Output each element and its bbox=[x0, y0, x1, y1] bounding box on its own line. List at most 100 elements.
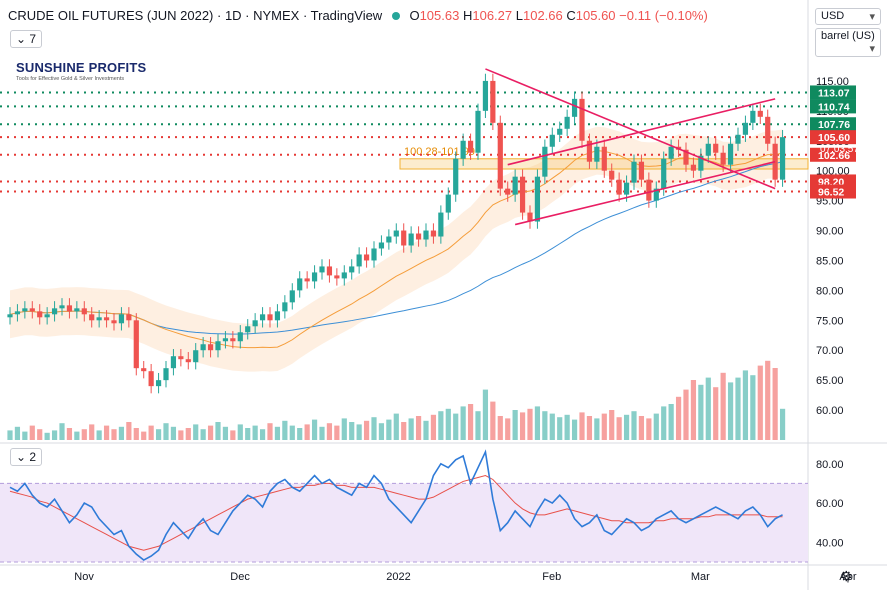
candle-body bbox=[594, 146, 600, 162]
volume-bar bbox=[319, 426, 325, 440]
volume-bar bbox=[683, 389, 689, 440]
candle-body bbox=[29, 308, 35, 312]
candle-body bbox=[430, 230, 437, 237]
candle-body bbox=[252, 320, 258, 327]
candle-body bbox=[661, 158, 667, 189]
volume-bar bbox=[74, 431, 80, 440]
level-badge bbox=[810, 117, 856, 132]
rsi-tick-label: 80.00 bbox=[816, 459, 844, 471]
volume-bar bbox=[29, 425, 35, 440]
price-tick-label: 85.00 bbox=[816, 255, 844, 267]
level-badge bbox=[810, 85, 856, 100]
level-badge-label: 107.76 bbox=[818, 119, 850, 131]
time-tick-label: Apr bbox=[839, 571, 856, 583]
volume-bar bbox=[155, 429, 162, 440]
volume-bar bbox=[341, 418, 347, 440]
candle-body bbox=[7, 314, 13, 318]
candle-body bbox=[341, 272, 347, 279]
volume-bar bbox=[200, 429, 206, 440]
candle-body bbox=[453, 158, 459, 195]
volume-bar bbox=[334, 425, 340, 440]
candle-body bbox=[170, 356, 177, 369]
volume-bar bbox=[705, 377, 711, 440]
candle-body bbox=[207, 344, 214, 351]
candle-body bbox=[609, 170, 615, 180]
unit-select[interactable]: barrel (US) ▾ bbox=[815, 28, 881, 57]
volume-bar bbox=[609, 410, 615, 440]
volume-bar bbox=[111, 429, 117, 440]
candle-body bbox=[259, 314, 266, 321]
volume-bar bbox=[289, 425, 295, 440]
rsi-toggle-button[interactable]: ⌄ 2 bbox=[10, 448, 43, 466]
candle-body bbox=[713, 143, 719, 153]
open-value: 105.63 bbox=[419, 8, 460, 23]
chevron-down-icon: ▾ bbox=[869, 11, 875, 23]
candle-body bbox=[126, 314, 132, 321]
volume-bar bbox=[675, 396, 682, 440]
volume-bar bbox=[259, 429, 266, 440]
candle-body bbox=[89, 314, 95, 321]
volume-bar bbox=[193, 424, 199, 440]
candle-body bbox=[445, 194, 451, 213]
volume-bar bbox=[363, 420, 370, 440]
indicators-toggle-button[interactable]: ⌄ 7 bbox=[10, 30, 43, 48]
candle-body bbox=[386, 236, 392, 243]
candle-body bbox=[200, 344, 206, 351]
candle-body bbox=[215, 341, 221, 351]
candle-body bbox=[401, 230, 407, 246]
candle-body bbox=[616, 179, 622, 195]
volume-bar bbox=[779, 408, 786, 440]
market-status-dot bbox=[391, 12, 400, 21]
candle-body bbox=[297, 278, 303, 291]
candle-body bbox=[133, 320, 139, 369]
countdown-label: 07:03:57 bbox=[820, 144, 859, 155]
candle-body bbox=[512, 176, 518, 195]
volume-bar bbox=[616, 417, 622, 440]
volume-bar bbox=[549, 413, 555, 440]
level-badge-label: 102.66 bbox=[818, 150, 850, 162]
volume-bar bbox=[430, 414, 437, 440]
currency-select[interactable]: USD ▾ bbox=[815, 8, 881, 25]
candle-body bbox=[185, 359, 191, 363]
candle-body bbox=[282, 302, 288, 312]
candle-body bbox=[564, 116, 570, 129]
candle-body bbox=[720, 152, 726, 165]
candle-body bbox=[668, 146, 674, 159]
symbol-title: CRUDE OIL FUTURES (JUN 2022) · 1D · NYME… bbox=[8, 8, 383, 23]
volume-bar bbox=[282, 420, 288, 440]
candle-body bbox=[371, 248, 377, 261]
candle-body bbox=[549, 134, 555, 147]
candle-body bbox=[349, 266, 355, 273]
volume-bar bbox=[185, 428, 191, 440]
candle-body bbox=[438, 212, 444, 237]
volume-bar bbox=[51, 430, 58, 440]
candle-body bbox=[311, 272, 318, 282]
volume-bar bbox=[661, 406, 667, 440]
candle-body bbox=[319, 266, 325, 273]
volume-bar bbox=[349, 422, 355, 440]
volume-bar bbox=[623, 414, 630, 440]
volume-bar bbox=[527, 408, 533, 440]
candle-body bbox=[505, 188, 511, 195]
level-badge bbox=[810, 99, 856, 114]
logo-name: SUNSHINE PROFITS bbox=[16, 60, 147, 75]
volume-bar bbox=[423, 420, 429, 440]
volume-bar bbox=[237, 424, 243, 440]
candle-body bbox=[571, 98, 578, 117]
volume-bar bbox=[445, 408, 451, 440]
candle-body bbox=[14, 311, 21, 315]
time-tick-label: Feb bbox=[542, 571, 561, 583]
candle-body bbox=[103, 317, 110, 321]
candle-body bbox=[66, 305, 73, 312]
candle-body bbox=[378, 242, 385, 249]
rsi-tick-label: 60.00 bbox=[816, 498, 844, 510]
volume-bar bbox=[274, 426, 281, 440]
candle-body bbox=[475, 110, 481, 153]
candle-body bbox=[74, 308, 80, 312]
volume-bar bbox=[467, 404, 474, 440]
candle-body bbox=[326, 266, 333, 276]
volume-bar bbox=[297, 428, 303, 440]
volume-bar bbox=[564, 414, 570, 440]
candle-body bbox=[193, 350, 199, 363]
